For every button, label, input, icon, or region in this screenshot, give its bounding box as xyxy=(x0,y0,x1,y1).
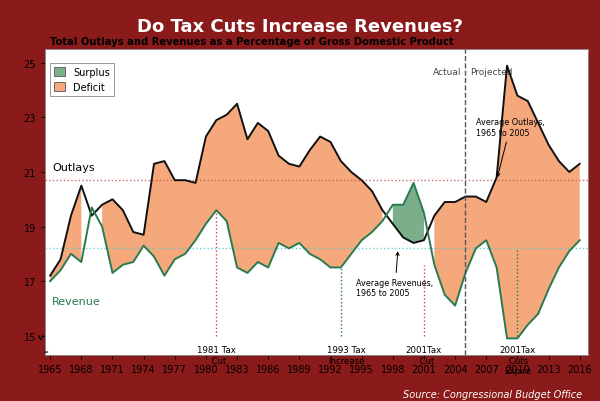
Text: Projected: Projected xyxy=(470,68,512,77)
Text: Average Outlays,
1965 to 2005: Average Outlays, 1965 to 2005 xyxy=(476,118,545,177)
Text: Outlays: Outlays xyxy=(52,162,95,172)
Text: Revenue: Revenue xyxy=(52,296,101,306)
Text: Total Outlays and Revenues as a Percentage of Gross Domestic Product: Total Outlays and Revenues as a Percenta… xyxy=(50,37,454,47)
Text: 2001Tax
  Cut: 2001Tax Cut xyxy=(406,345,442,365)
Text: 2001Tax
 Cuts
Expire: 2001Tax Cuts Expire xyxy=(499,345,536,375)
Legend: Surplus, Deficit: Surplus, Deficit xyxy=(50,64,114,97)
Text: Actual: Actual xyxy=(433,68,461,77)
Text: 1981 Tax
  Cut: 1981 Tax Cut xyxy=(197,345,236,365)
Text: Source: Congressional Budget Office: Source: Congressional Budget Office xyxy=(403,389,582,399)
Text: Average Revenues,
1965 to 2005: Average Revenues, 1965 to 2005 xyxy=(356,253,434,298)
Text: Do Tax Cuts Increase Revenues?: Do Tax Cuts Increase Revenues? xyxy=(137,18,463,36)
Text: 1993 Tax
Increase: 1993 Tax Increase xyxy=(327,345,365,365)
